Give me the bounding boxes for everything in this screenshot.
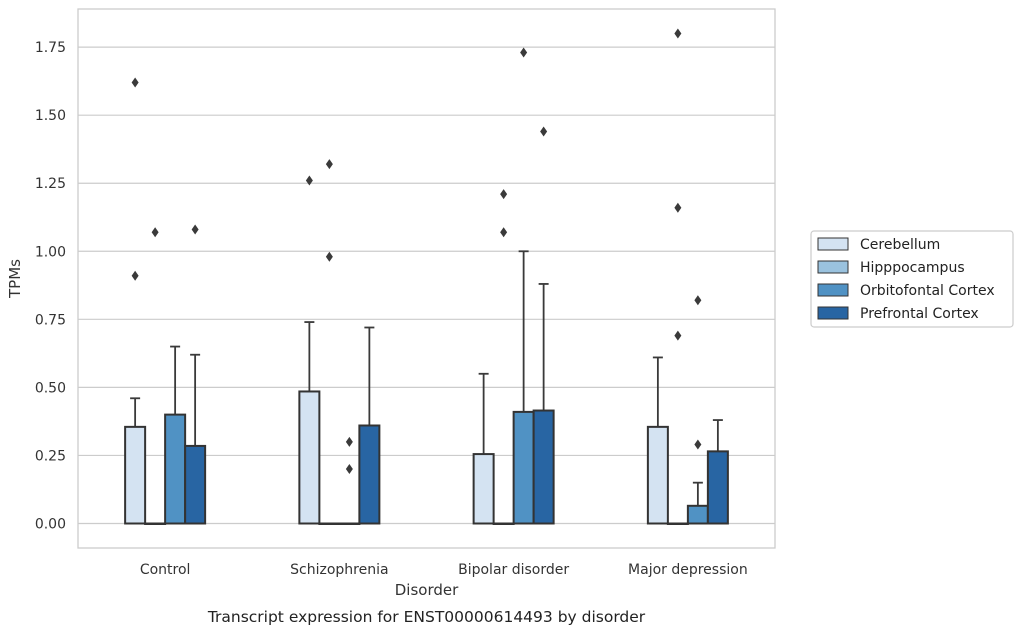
legend-frame	[810, 230, 1014, 328]
bar-group	[298, 175, 321, 525]
y-axis-label: TPMs	[6, 259, 24, 299]
bar	[318, 522, 341, 525]
bar-group	[646, 356, 669, 525]
legend-swatch	[817, 260, 849, 274]
bar	[646, 425, 669, 525]
bar-group	[144, 227, 167, 525]
legend-swatch	[817, 237, 849, 251]
outlier-point	[131, 77, 139, 88]
outlier-point	[674, 330, 682, 341]
bar-group	[706, 419, 729, 525]
outlier-point	[151, 227, 159, 238]
bar-group	[472, 372, 495, 525]
x-tick-labels: Control Schizophrenia Bipolar disorder Majo…	[140, 562, 748, 578]
y-tick-label: 0.00	[35, 517, 66, 533]
outlier-point	[500, 227, 508, 238]
bar-group	[492, 189, 515, 525]
bar-group	[686, 295, 709, 525]
outlier-point	[520, 47, 528, 58]
outlier-point	[191, 224, 199, 235]
outlier-point	[500, 189, 508, 200]
legend-label: Prefrontal Cortex	[860, 306, 979, 322]
bar-group	[184, 224, 207, 525]
bar-group	[338, 436, 361, 525]
bar	[706, 450, 729, 525]
bar-group	[666, 28, 689, 525]
legend-label: Orbitofontal Cortex	[860, 283, 995, 299]
legend: Cerebellum Hipppocampus Orbitofontal Corte…	[810, 230, 1014, 328]
outlier-point	[694, 439, 702, 450]
outlier-point	[325, 159, 333, 170]
y-tick-label: 0.50	[35, 380, 66, 396]
outlier-point	[131, 270, 139, 281]
x-tick-label: Major depression	[628, 562, 748, 578]
x-tick-label: Bipolar disorder	[458, 562, 569, 578]
bar	[164, 413, 187, 525]
y-tick-label: 1.00	[35, 244, 66, 260]
outlier-point	[305, 175, 313, 186]
y-tick-label: 0.25	[35, 448, 66, 464]
bar	[124, 425, 147, 525]
x-axis-label: Disorder	[395, 581, 459, 599]
bars	[124, 28, 729, 525]
legend-label: Cerebellum	[860, 237, 940, 253]
outlier-point	[694, 295, 702, 306]
y-tick-label: 1.25	[35, 176, 66, 192]
x-tick-label: Schizophrenia	[290, 562, 388, 578]
y-tick-label: 1.50	[35, 108, 66, 124]
x-tick-label: Control	[140, 562, 191, 578]
outlier-point	[325, 251, 333, 262]
bar-group	[124, 77, 147, 525]
bar	[338, 522, 361, 525]
outlier-point	[674, 202, 682, 213]
legend-swatch	[817, 283, 849, 297]
bar	[532, 409, 555, 525]
outlier-point	[674, 28, 682, 39]
outlier-point	[345, 436, 353, 447]
bar	[144, 522, 167, 525]
bar-group	[318, 159, 341, 525]
bar	[184, 444, 207, 525]
y-tick-labels: 0.00 0.25 0.50 0.75 1.00 1.25 1.50 1.75	[35, 40, 66, 532]
bar	[472, 453, 495, 525]
bar	[512, 410, 535, 525]
y-tick-label: 0.75	[35, 312, 66, 328]
bar-group	[532, 126, 555, 525]
y-tick-label: 1.75	[35, 40, 66, 56]
bar	[666, 522, 689, 525]
outlier-point	[540, 126, 548, 137]
bar-group	[358, 326, 381, 525]
bar-group	[512, 47, 535, 525]
bar-group	[164, 345, 187, 525]
chart-caption: Transcript expression for ENST0000061449…	[207, 608, 646, 626]
outlier-point	[345, 464, 353, 475]
legend-swatch	[817, 306, 849, 320]
bar	[358, 424, 381, 525]
legend-label: Hipppocampus	[860, 260, 965, 276]
bar	[298, 390, 321, 525]
plot-frame	[77, 8, 776, 549]
bar	[686, 504, 709, 525]
bar	[492, 522, 515, 525]
